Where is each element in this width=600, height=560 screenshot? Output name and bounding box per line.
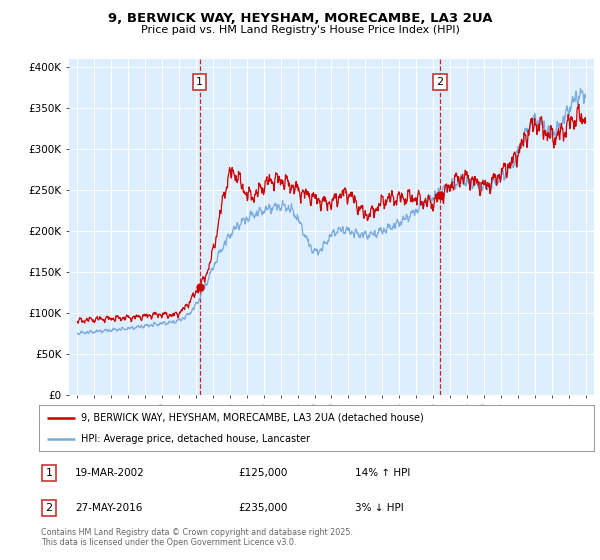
Text: 2: 2 [46,503,53,513]
Text: 1: 1 [196,77,203,87]
Text: 3% ↓ HPI: 3% ↓ HPI [355,503,404,513]
Text: 2: 2 [436,77,443,87]
Text: Contains HM Land Registry data © Crown copyright and database right 2025.
This d: Contains HM Land Registry data © Crown c… [41,528,353,547]
Text: HPI: Average price, detached house, Lancaster: HPI: Average price, detached house, Lanc… [80,435,310,444]
Text: £125,000: £125,000 [239,468,288,478]
Text: 19-MAR-2002: 19-MAR-2002 [75,468,145,478]
Text: Price paid vs. HM Land Registry's House Price Index (HPI): Price paid vs. HM Land Registry's House … [140,25,460,35]
Text: 9, BERWICK WAY, HEYSHAM, MORECAMBE, LA3 2UA: 9, BERWICK WAY, HEYSHAM, MORECAMBE, LA3 … [108,12,492,25]
Text: 14% ↑ HPI: 14% ↑ HPI [355,468,411,478]
Text: 9, BERWICK WAY, HEYSHAM, MORECAMBE, LA3 2UA (detached house): 9, BERWICK WAY, HEYSHAM, MORECAMBE, LA3 … [80,413,424,423]
Text: 27-MAY-2016: 27-MAY-2016 [75,503,142,513]
Text: £235,000: £235,000 [239,503,288,513]
Text: 1: 1 [46,468,52,478]
